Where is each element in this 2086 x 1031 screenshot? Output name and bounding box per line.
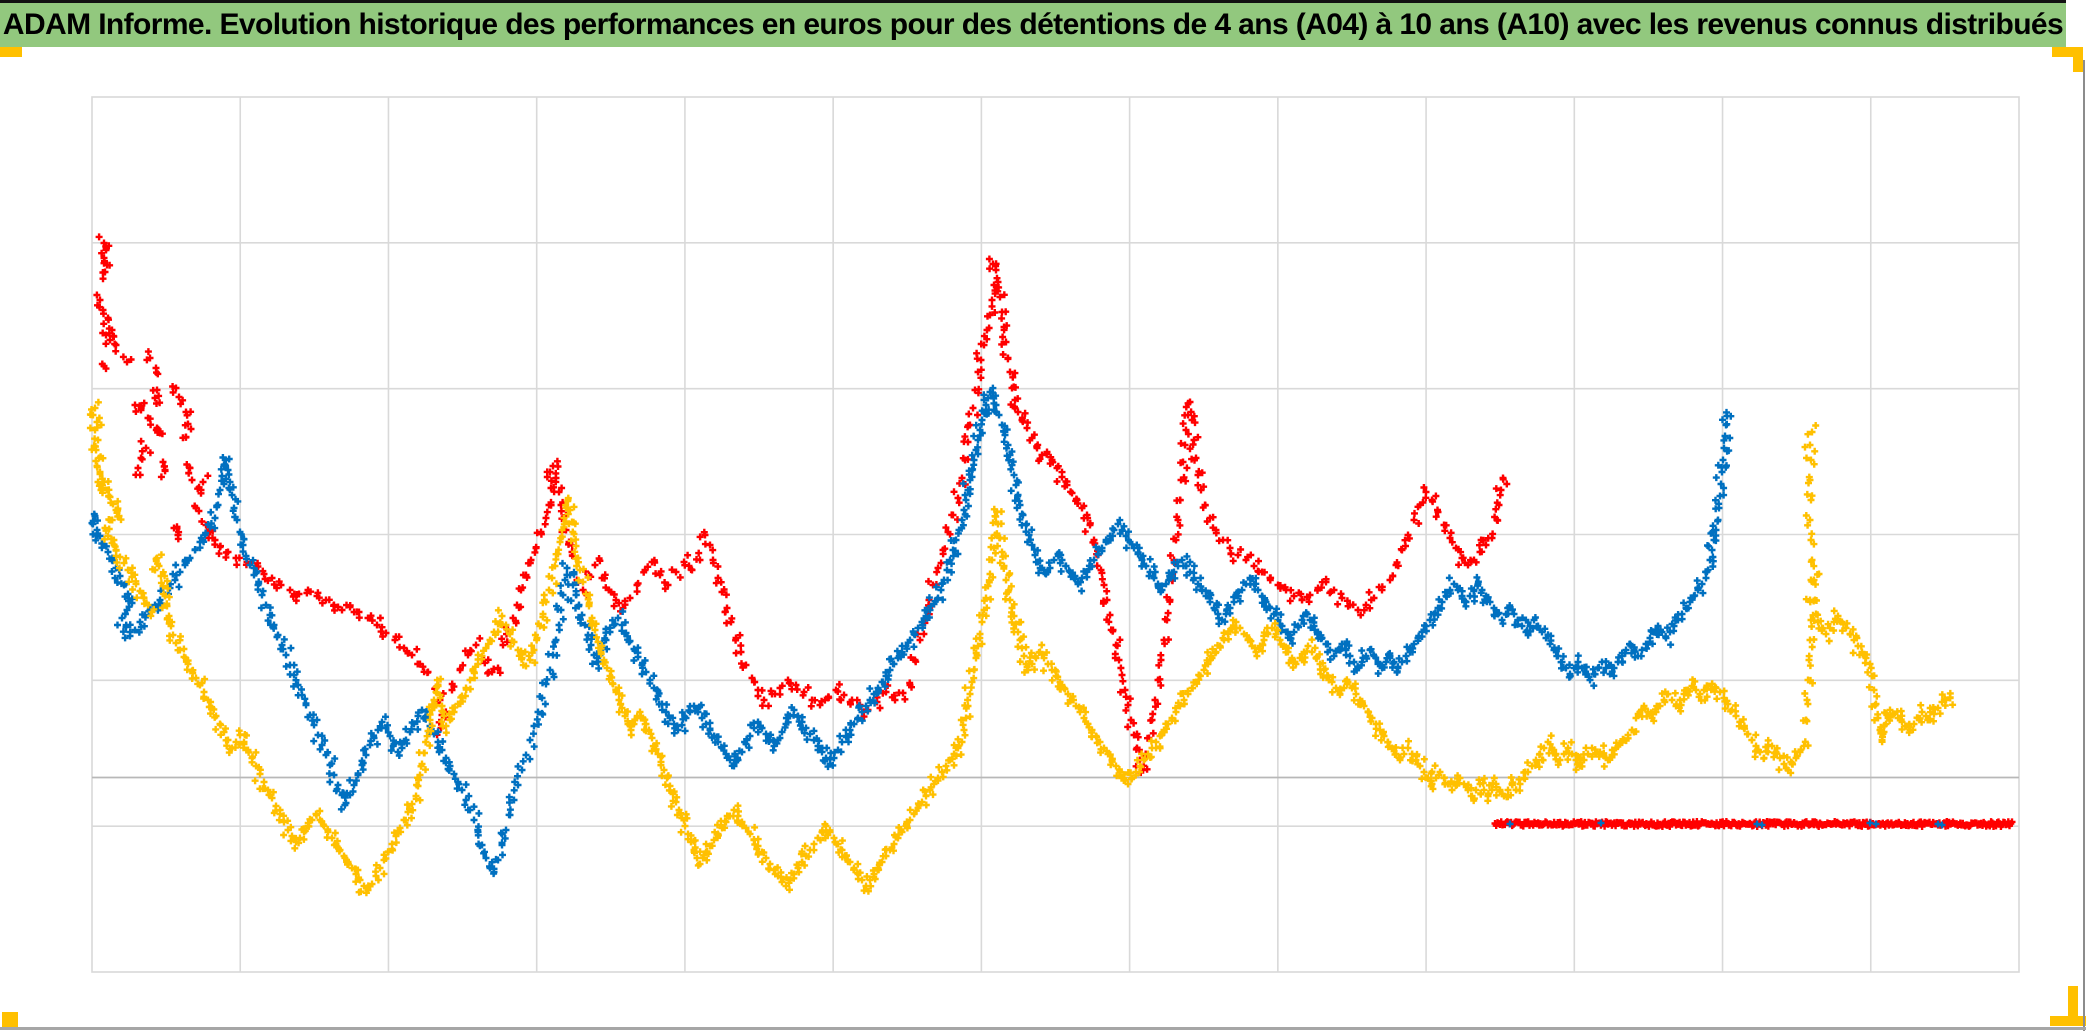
selection-handle-top-right-v[interactable]	[2073, 47, 2083, 72]
window-right-edge	[2083, 60, 2085, 1031]
selection-handle-bottom-right-h[interactable]	[2050, 1016, 2086, 1026]
selection-handle-bottom-left[interactable]	[2, 1012, 18, 1027]
series-red	[93, 233, 2016, 830]
chart-title: ADAM Informe. Evolution historique des p…	[2, 8, 2064, 41]
series-gold	[86, 398, 1957, 897]
selection-handle-bottom-right-v[interactable]	[2068, 986, 2078, 1020]
series-blue	[88, 384, 1946, 878]
window-bottom-edge	[0, 1027, 2086, 1030]
selection-handle-top-right-h[interactable]	[2052, 47, 2083, 57]
selection-handle-top-left[interactable]	[0, 47, 22, 57]
chart-title-banner[interactable]: ADAM Informe. Evolution historique des p…	[0, 0, 2066, 47]
